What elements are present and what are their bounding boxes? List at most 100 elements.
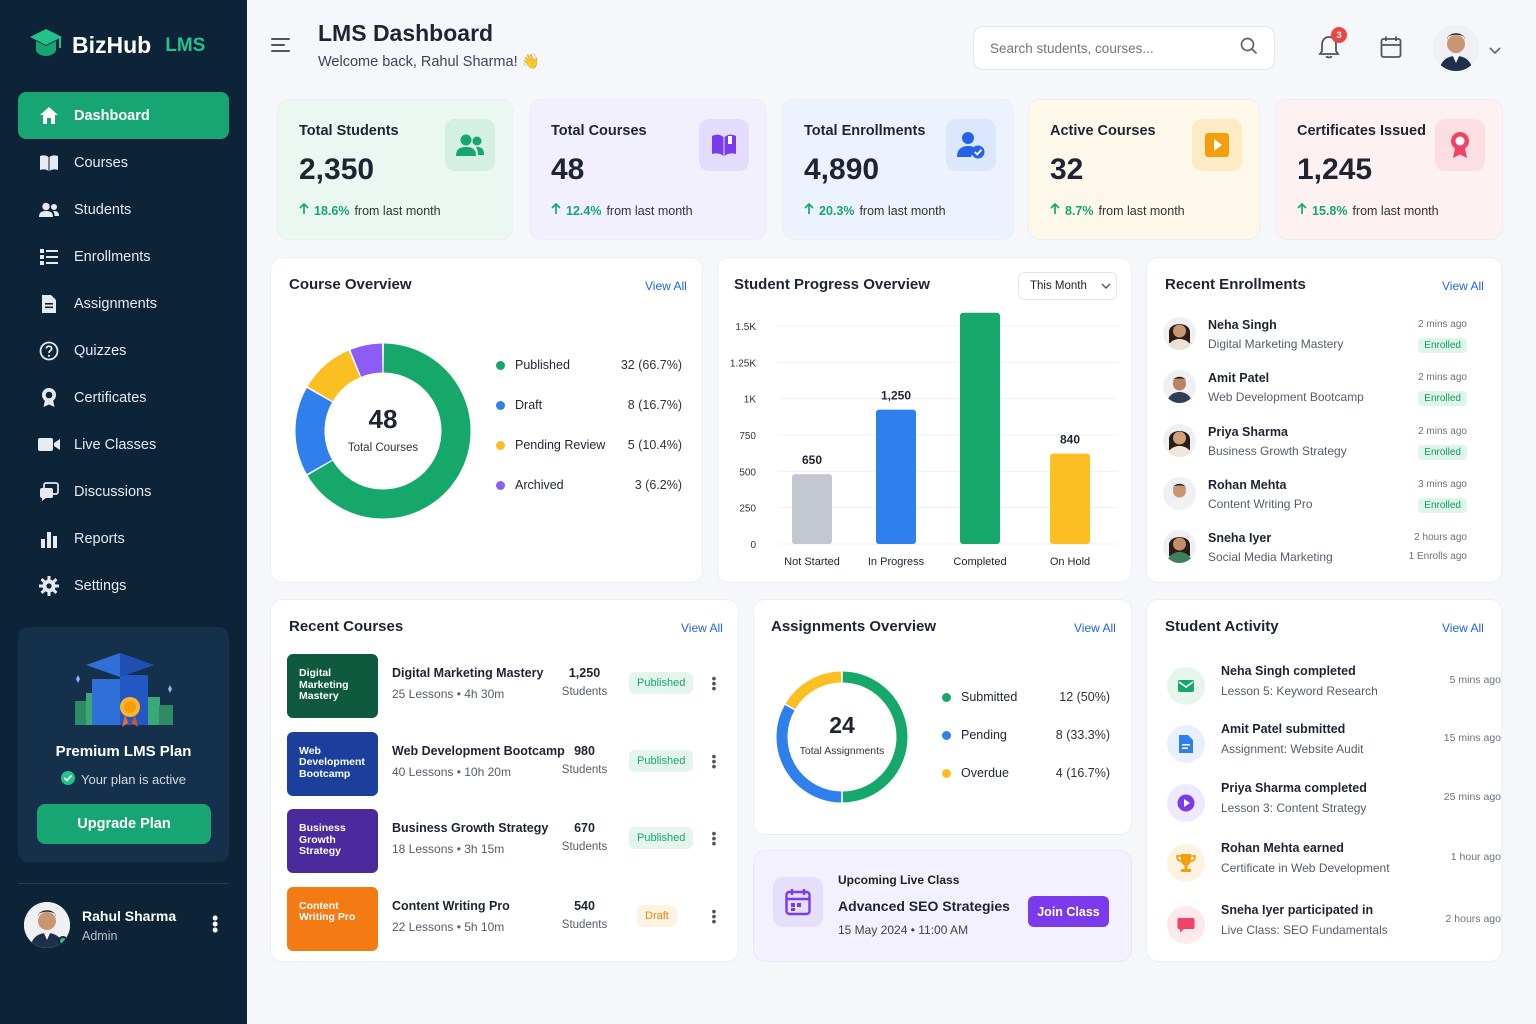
stat-trend: 18.6% from last month [299,202,441,218]
stat-label: Total Courses [551,123,647,139]
donut-slice-pending [776,705,842,803]
activity-item[interactable]: Neha Singh completed Lesson 5: Keyword Re… [1167,661,1501,713]
course-status-badge: Published [629,672,694,694]
stat-value: 4,890 [804,153,880,186]
sidebar-item-dashboard[interactable]: Dashboard [18,92,229,139]
enrollment-row[interactable]: Sneha Iyer Social Media Marketing 2 hours … [1163,528,1485,573]
more-options-icon[interactable]: • • • [711,902,717,929]
legend-item: Archived [496,478,564,492]
legend-item: Submitted [942,690,1017,704]
chevron-down-icon[interactable] [1489,42,1501,60]
student-name: Priya Sharma [1208,424,1288,439]
course-overview-view-all-link[interactable]: View All [645,279,687,293]
graduation-cap-icon [28,26,64,65]
activity-title: Rohan Mehta earned [1221,841,1344,855]
donut-slice-overdue [785,671,842,710]
award-icon [38,387,60,409]
legend-value: 32 (66.7%) [620,358,682,372]
chat-icon [38,481,60,503]
bar-in-progress[interactable] [876,409,916,544]
join-class-button[interactable]: Join Class [1028,896,1109,927]
trophy-icon [1167,844,1205,882]
sidebar-item-reports[interactable]: Reports [18,515,229,562]
sidebar-user[interactable]: Rahul Sharma Admin [24,902,176,948]
course-row[interactable]: Business Growth Strategy Business Growth … [287,809,727,873]
plan-status: Your plan is active [18,771,229,788]
profile-avatar[interactable] [1433,25,1479,71]
course-thumbnail-text: Content Writing Pro [299,899,356,923]
enrollments-view-all-link[interactable]: View All [1442,279,1484,293]
bar-on-hold[interactable] [1050,453,1090,544]
notification-bell-icon[interactable]: 3 [1317,27,1347,65]
stat-card-total-courses[interactable]: Total Courses 48 12.4% from last month [529,99,767,240]
calendar-icon[interactable] [1380,35,1402,64]
page-title: LMS Dashboard [318,20,494,46]
student-activity-title: Student Activity [1165,618,1279,635]
more-options-icon[interactable]: • • • [711,747,717,774]
sidebar-item-settings[interactable]: Settings [18,562,229,609]
more-options-icon[interactable]: • • • [711,825,717,851]
assignments-total-label: Total Assignments [799,745,885,757]
recent-courses-card: Recent Courses View All Digital Marketin… [270,599,739,962]
courses-view-all-link[interactable]: View All [681,621,723,635]
student-progress-card: Student Progress Overview This Month 0 25… [717,257,1132,583]
stat-card-certificates-issued[interactable]: Certificates Issued 1,245 15.8% from last m… [1275,99,1503,240]
users-icon [38,199,60,221]
activity-title: Sneha Iyer participated in [1221,903,1374,917]
activity-item[interactable]: Sneha Iyer participated in Live Class: SE… [1167,900,1501,952]
stat-trend: 15.8% from last month [1297,202,1439,218]
question-icon [38,340,60,362]
search-icon[interactable] [1240,37,1258,60]
bar-completed[interactable] [960,312,1000,544]
sidebar-item-students[interactable]: Students [18,186,229,233]
enrollment-row[interactable]: Neha Singh Digital Marketing Mastery 2 min… [1163,315,1485,360]
avatar [1163,476,1196,510]
course-row[interactable]: Web Development Bootcamp Web Development … [287,731,727,796]
period-select[interactable]: This Month [1018,272,1117,300]
enrollment-row[interactable]: Amit Patel Web Development Bootcamp 2 mins… [1163,368,1485,413]
student-count: 540 [574,898,595,913]
activity-item[interactable]: Priya Sharma completed Lesson 3: Content … [1167,778,1501,830]
sidebar-item-quizzes[interactable]: Quizzes [18,327,229,374]
search-input[interactable] [990,40,1220,56]
book-icon [38,152,60,174]
stat-trend-value: 12.4% [566,203,602,218]
sidebar-item-live-classes[interactable]: Live Classes [18,421,229,468]
user-menu-icon[interactable]: • • • [212,908,219,940]
document-icon [38,293,60,315]
stat-card-total-enrollments[interactable]: Total Enrollments 4,890 20.3% from last mon… [782,99,1014,240]
sidebar-item-label: Quizzes [74,342,127,359]
hamburger-menu-icon[interactable] [271,37,291,58]
activity-item[interactable]: Amit Patel submitted Assignment: Website … [1167,719,1501,771]
search-box [973,26,1275,70]
course-row[interactable]: Content Writing Pro Content Writing Pro 22… [287,886,727,951]
course-thumbnail: Business Growth Strategy [287,809,378,873]
legend-item: Pending Review [496,438,605,452]
course-row[interactable]: Digital Marketing Mastery Digital Marketi… [287,654,727,718]
brand-logo[interactable]: BizHub LMS [28,26,205,65]
course-meta: 40 Lessons • 10h 20m [392,764,511,779]
sidebar-item-discussions[interactable]: Discussions [18,468,229,515]
file-icon [1167,725,1205,763]
donut-slice-published [307,343,471,519]
progress-bar-chart: 0 250 500 750 1K 1.25K 1.5K 650 Not Started 1,250… [730,312,1118,568]
welcome-text: Welcome back, Rahul Sharma! 👋 [318,54,540,70]
sidebar-item-assignments[interactable]: Assignments [18,280,229,327]
sidebar-item-enrollments[interactable]: Enrollments [18,233,229,280]
enrollment-row[interactable]: Rohan Mehta Content Writing Pro 3 mins ago… [1163,475,1485,520]
assignments-view-all-link[interactable]: View All [1074,621,1116,635]
activity-item[interactable]: Rohan Mehta earned Certificate in Web Dev… [1167,838,1501,890]
activity-view-all-link[interactable]: View All [1442,621,1484,635]
sidebar-item-certificates[interactable]: Certificates [18,374,229,421]
more-options-icon[interactable]: • • • [711,670,717,696]
stat-trend: 12.4% from last month [551,202,693,218]
upgrade-plan-button[interactable]: Upgrade Plan [37,804,211,844]
enrollment-row[interactable]: Priya Sharma Business Growth Strategy 2 mi… [1163,422,1485,467]
stat-card-active-courses[interactable]: Active Courses 32 8.7% from last month [1028,99,1260,240]
stat-card-total-students[interactable]: Total Students 2,350 18.6% from last month [277,99,513,240]
legend-label: Pending Review [515,438,606,452]
sidebar-item-courses[interactable]: Courses [18,139,229,186]
award-icon [1435,119,1485,171]
mail-icon [1167,667,1205,705]
bar-not-started[interactable] [792,474,832,544]
